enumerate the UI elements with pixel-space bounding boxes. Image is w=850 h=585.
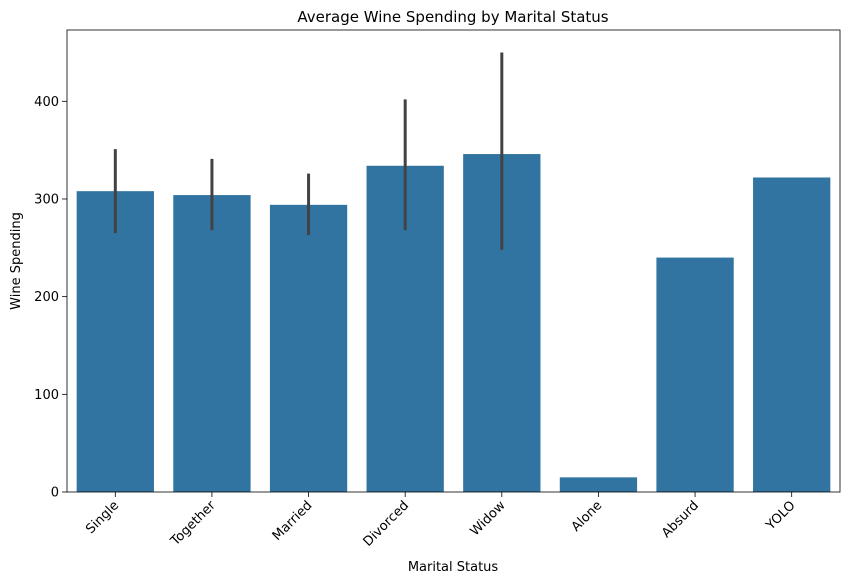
x-tick-label-single: Single	[83, 498, 122, 537]
x-tick-label-absurd: Absurd	[659, 498, 702, 541]
plot-area: 0 100 200 300 400 Single Together Married Divorc…	[34, 29, 841, 550]
y-tick-label: 400	[34, 95, 59, 110]
y-tick-label: 300	[34, 192, 59, 207]
bar-absurd	[656, 257, 734, 492]
y-axis-title: Wine Spending	[9, 212, 24, 310]
x-axis-title: Marital Status	[408, 560, 499, 575]
y-tick-label: 0	[51, 486, 59, 501]
y-tick-label: 100	[34, 388, 59, 403]
x-tick-label-married: Married	[270, 498, 316, 544]
x-tick-label-divorced: Divorced	[361, 498, 412, 549]
bar-together	[173, 195, 251, 492]
chart-title: Average Wine Spending by Marital Status	[297, 8, 608, 26]
x-tick-label-yolo: YOLO	[763, 498, 799, 534]
bar-yolo	[753, 177, 831, 492]
bar-single	[76, 191, 154, 493]
plot-frame	[66, 29, 841, 493]
bar-married	[269, 204, 348, 492]
y-tick-label: 200	[34, 290, 59, 305]
bar-alone	[559, 477, 638, 492]
x-tick-label-alone: Alone	[569, 498, 606, 535]
x-tick-label-widow: Widow	[468, 498, 509, 539]
x-tick-label-together: Together	[167, 498, 219, 550]
